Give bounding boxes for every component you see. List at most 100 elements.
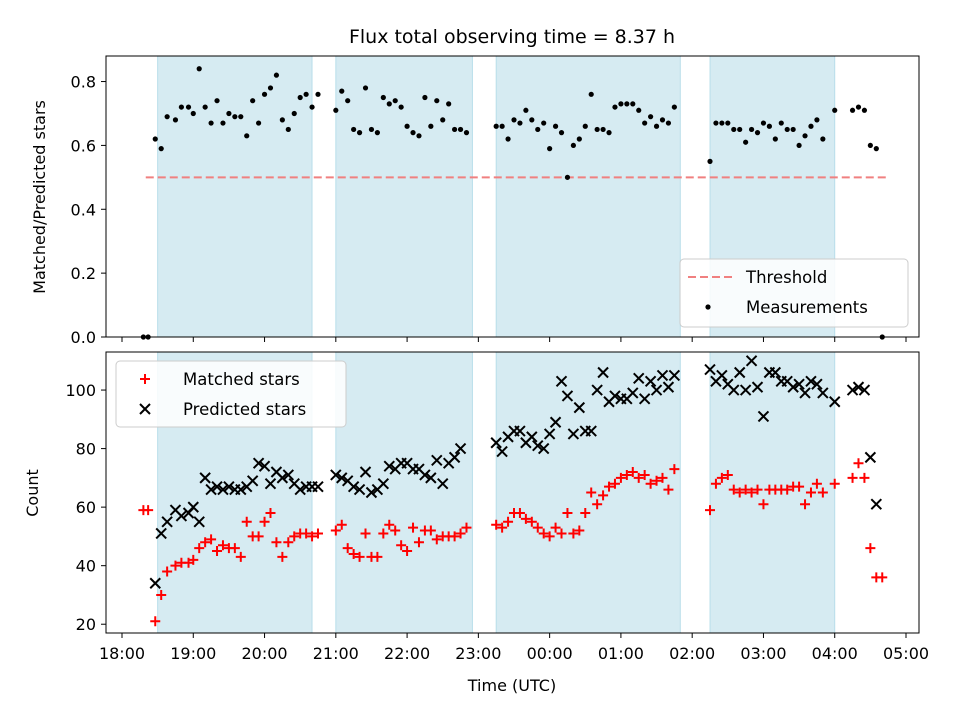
data-point: [336, 472, 348, 484]
series-measurements: [140, 66, 885, 340]
y-tick-label: 20: [76, 615, 96, 634]
data-point: [811, 478, 822, 489]
data-point: [258, 460, 271, 472]
data-point: [612, 104, 618, 110]
top-y-axis-label: Matched/Predicted stars: [30, 100, 49, 294]
data-point: [283, 537, 294, 548]
data-point: [463, 130, 470, 136]
data-point: [737, 126, 743, 133]
data-point: [175, 510, 188, 522]
data-point: [261, 91, 268, 97]
data-point: [294, 483, 306, 496]
data-point: [212, 546, 223, 557]
y-tick-label: 60: [76, 498, 96, 517]
axes-frame: [105, 351, 920, 634]
data-point: [253, 531, 264, 542]
data-point: [526, 516, 537, 527]
series-predicted-stars: [149, 355, 883, 589]
data-point: [252, 457, 265, 469]
data-point: [802, 133, 808, 139]
data-point: [277, 551, 288, 562]
data-point: [496, 445, 508, 458]
data-point: [550, 522, 561, 533]
data-point: [392, 98, 398, 104]
data-point: [728, 384, 740, 396]
data-point: [365, 486, 378, 499]
data-point: [461, 522, 472, 533]
data-point: [713, 120, 719, 126]
data-point: [526, 431, 538, 443]
data-point: [235, 551, 246, 562]
data-point: [348, 548, 359, 559]
data-point: [440, 117, 446, 123]
data-point: [790, 126, 796, 133]
data-point: [769, 366, 782, 379]
data-point: [535, 126, 541, 133]
data-point: [229, 543, 240, 554]
data-point: [604, 481, 615, 492]
x-tick-label: 04:00: [812, 644, 858, 663]
data-point: [347, 480, 360, 493]
data-point: [805, 487, 816, 498]
data-point: [345, 98, 351, 104]
data-point: [574, 525, 585, 536]
data-point: [164, 114, 170, 120]
data-point: [784, 126, 790, 133]
data-point: [244, 133, 250, 139]
chart-title: Flux total observing time = 8.37 h: [349, 26, 675, 48]
data-point: [716, 369, 728, 382]
data-point: [455, 528, 466, 539]
data-point: [315, 91, 321, 97]
data-point: [532, 439, 544, 452]
data-point: [704, 363, 716, 376]
y-tick-label: 40: [76, 557, 96, 576]
data-point: [307, 531, 318, 542]
data-point: [359, 466, 372, 478]
data-point: [374, 130, 380, 136]
data-point: [214, 98, 220, 104]
data-point: [855, 104, 862, 110]
data-point: [289, 531, 300, 542]
data-point: [330, 469, 342, 481]
y-tick-label: 0.6: [71, 136, 96, 155]
data-point: [656, 369, 669, 382]
data-point: [408, 522, 419, 533]
data-point: [404, 123, 410, 129]
data-point: [342, 543, 353, 554]
data-point: [309, 104, 315, 110]
data-point: [156, 589, 167, 600]
data-point: [362, 85, 369, 91]
top-panel: 0.0 0.2 0.4 0.6 0.8 Threshold Measurements: [71, 55, 920, 347]
data-point: [339, 88, 345, 94]
data-point: [829, 478, 840, 489]
data-point: [396, 540, 407, 551]
data-point: [386, 101, 392, 107]
data-point: [202, 104, 208, 110]
y-tick-label: 0.0: [71, 328, 96, 347]
data-point: [206, 534, 217, 545]
data-point: [752, 484, 763, 495]
data-point: [796, 142, 802, 149]
data-point: [285, 126, 291, 133]
data-point: [200, 537, 211, 548]
data-point: [149, 577, 161, 589]
data-point: [232, 114, 238, 120]
data-point: [541, 120, 547, 126]
data-point: [606, 130, 612, 136]
data-point: [336, 519, 347, 530]
data-point: [416, 133, 422, 139]
data-point: [800, 499, 811, 510]
data-point: [594, 126, 600, 133]
data-point: [627, 387, 639, 399]
data-point: [217, 540, 228, 551]
y-tick-label: 100: [65, 381, 96, 400]
data-point: [668, 369, 681, 382]
data-point: [600, 126, 606, 133]
data-point: [725, 120, 731, 126]
data-point: [312, 480, 324, 493]
data-point: [778, 120, 784, 126]
data-point: [205, 483, 217, 496]
data-point: [499, 123, 505, 129]
data-point: [172, 117, 179, 123]
